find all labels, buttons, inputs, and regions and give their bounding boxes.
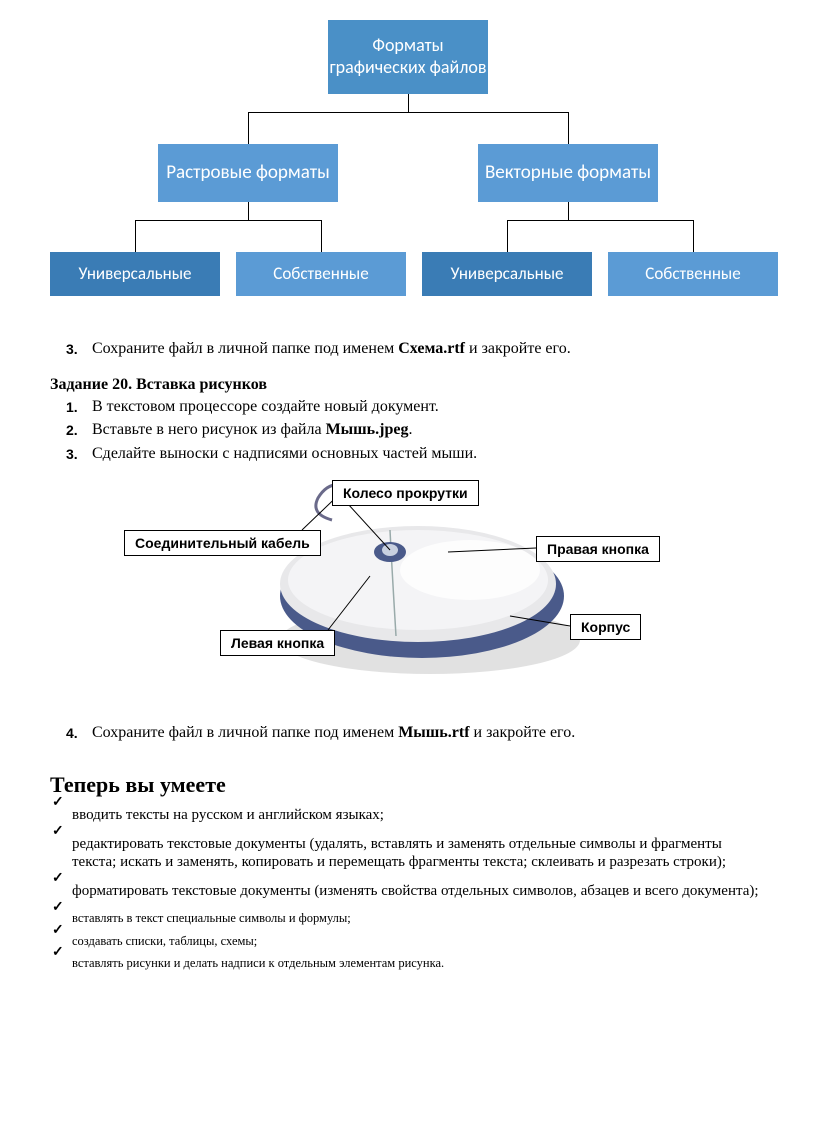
skill-item-3: вставлять в текст специальные символы и …: [72, 911, 766, 927]
tree-connector: [248, 112, 569, 113]
tree-connector: [248, 202, 249, 220]
callout-1: Соединительный кабель: [124, 530, 321, 556]
callout-4: Корпус: [570, 614, 641, 640]
step-4-post: и закройте его.: [470, 724, 576, 741]
item-pre: В текстовом процессоре создайте новый до…: [92, 398, 439, 415]
task-20-item-1: 2.Вставьте в него рисунок из файла Мышь.…: [92, 419, 766, 441]
skill-item-0: вводить тексты на русском и английском я…: [72, 806, 766, 825]
task-20-title: Задание 20. Вставка рисунков: [50, 376, 766, 394]
skill-item-4: создавать списки, таблицы, схемы;: [72, 934, 766, 950]
step-3-pre: Сохраните файл в личной папке под именем: [92, 340, 398, 357]
task-20-item-2: 3.Сделайте выноски с надписями основных …: [92, 443, 766, 465]
tree-l2-0: Растровые форматы: [158, 144, 338, 202]
item-pre: Вставьте в него рисунок из файла: [92, 421, 326, 438]
step-3-bold: Схема.rtf: [398, 340, 465, 357]
step-3-num: 3.: [66, 340, 78, 359]
tree-l3-3: Собственные: [608, 252, 778, 296]
list-num: 2.: [66, 421, 78, 440]
mouse-svg: [50, 480, 766, 710]
tree-connector: [135, 220, 321, 221]
tree-connector: [507, 220, 693, 221]
tree-connector: [408, 94, 409, 112]
tree-connector: [248, 112, 249, 144]
tree-connector: [568, 202, 569, 220]
skill-item-5: вставлять рисунки и делать надписи к отд…: [72, 956, 766, 972]
skill-item-1: редактировать текстовые документы (удаля…: [72, 835, 766, 873]
callout-2: Правая кнопка: [536, 536, 660, 562]
step-3-post: и закройте его.: [465, 340, 571, 357]
callout-3: Левая кнопка: [220, 630, 335, 656]
step-4-item: 4. Сохраните файл в личной папке под име…: [92, 722, 766, 744]
tree-l3-2: Универсальные: [422, 252, 592, 296]
item-post: .: [408, 421, 412, 438]
item-pre: Сделайте выноски с надписями основных ча…: [92, 445, 477, 462]
list-num: 1.: [66, 398, 78, 417]
step-4-bold: Мышь.rtf: [398, 724, 469, 741]
step-4-block: 4. Сохраните файл в личной папке под име…: [50, 722, 766, 744]
skills-title: Теперь вы умеете: [50, 772, 766, 798]
callout-0: Колесо прокрутки: [332, 480, 479, 506]
step-4-num: 4.: [66, 724, 78, 743]
tree-root: Форматы графических файлов: [328, 20, 488, 94]
tree-connector: [568, 112, 569, 144]
tree-connector: [507, 220, 508, 252]
step-4-pre: Сохраните файл в личной папке под именем: [92, 724, 398, 741]
step-3-block: 3. Сохраните файл в личной папке под име…: [50, 338, 766, 360]
skill-item-2: форматировать текстовые документы (измен…: [72, 882, 766, 901]
formats-tree-chart: Форматы графических файлов Растровые форм…: [50, 20, 766, 330]
tree-connector: [321, 220, 322, 252]
tree-connector: [693, 220, 694, 252]
task-20-item-0: 1.В текстовом процессоре создайте новый …: [92, 396, 766, 418]
mouse-figure: Колесо прокрутки Соединительный кабель Пра…: [50, 480, 766, 710]
item-bold: Мышь.jpeg: [326, 421, 409, 438]
tree-l2-1: Векторные форматы: [478, 144, 658, 202]
tree-connector: [135, 220, 136, 252]
list-num: 3.: [66, 445, 78, 464]
tree-l3-0: Универсальные: [50, 252, 220, 296]
tree-l3-1: Собственные: [236, 252, 406, 296]
step-3-item: 3. Сохраните файл в личной папке под име…: [92, 338, 766, 360]
skills-list: вводить тексты на русском и английском я…: [50, 806, 766, 972]
task-20-list: 1. В текстовом процессоре создайте новый …: [50, 396, 766, 465]
